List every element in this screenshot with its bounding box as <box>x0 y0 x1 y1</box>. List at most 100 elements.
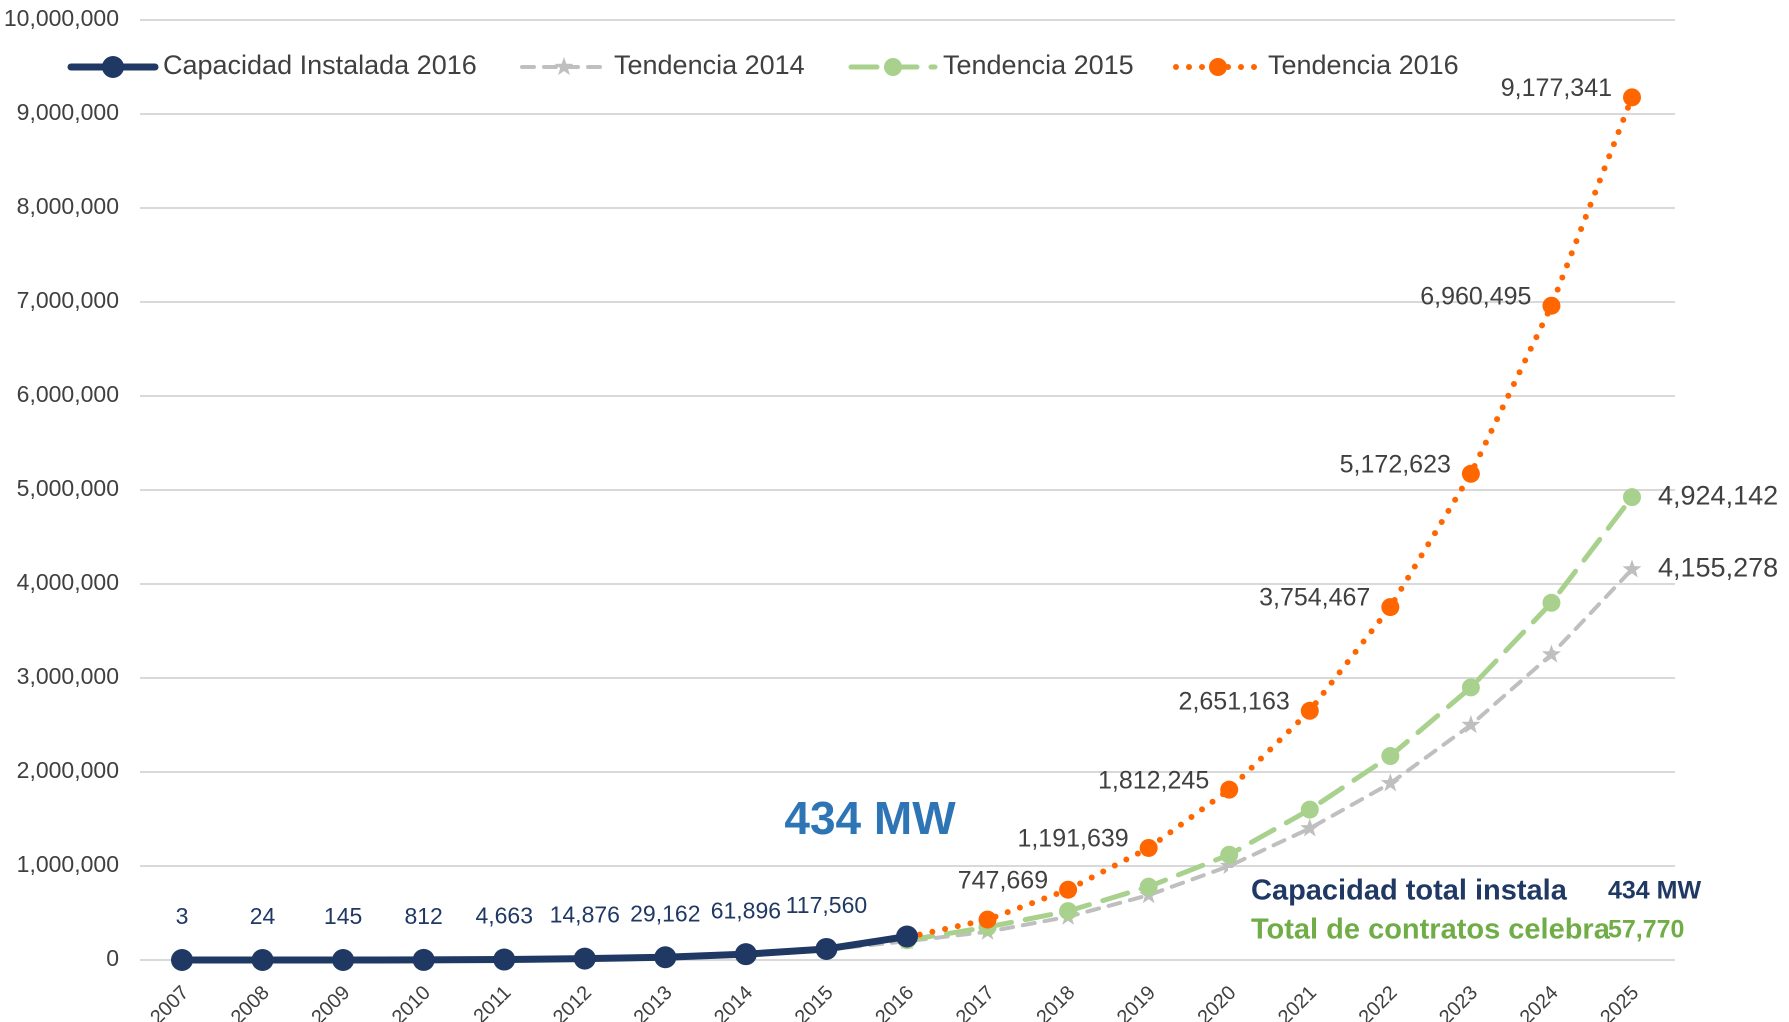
data-point <box>1381 598 1400 617</box>
data-point <box>1542 296 1561 315</box>
data-point <box>1623 88 1641 107</box>
x-tick-label: 2020 <box>1193 982 1240 1022</box>
data-point <box>1300 701 1319 720</box>
data-label: 2,651,163 <box>1179 687 1290 715</box>
x-tick-label: 2021 <box>1274 982 1321 1022</box>
legend-label: Tendencia 2015 <box>943 50 1134 80</box>
x-tick-label: 2011 <box>470 982 516 1022</box>
data-point <box>1059 902 1078 921</box>
y-tick-label: 10,000,000 <box>4 5 119 31</box>
x-tick-label: 2014 <box>710 982 757 1022</box>
legend-label: Tendencia 2016 <box>1268 50 1459 80</box>
x-tick-label: 2008 <box>227 982 274 1022</box>
legend-label: Capacidad Instalada 2016 <box>163 50 477 80</box>
x-tick-label: 2009 <box>307 982 354 1022</box>
data-point <box>412 948 435 971</box>
data-label: 747,669 <box>958 866 1048 894</box>
data-point <box>573 947 596 970</box>
data-point <box>1381 747 1400 766</box>
data-label: 9,177,341 <box>1501 74 1612 102</box>
data-point <box>1139 877 1158 896</box>
data-point <box>332 948 355 971</box>
data-label: 4,924,142 <box>1658 480 1778 510</box>
y-tick-label: 3,000,000 <box>17 663 119 689</box>
x-tick-label: 2019 <box>1113 982 1160 1022</box>
data-label: 5,172,623 <box>1340 450 1451 478</box>
x-tick-label: 2007 <box>146 982 193 1022</box>
data-point <box>1622 559 1642 578</box>
legend-marker <box>1209 58 1227 76</box>
data-label: 4,663 <box>475 903 533 929</box>
data-label: 117,560 <box>786 892 867 918</box>
data-point <box>1461 678 1480 697</box>
data-point <box>815 937 838 960</box>
annotation-box <box>1228 868 1789 958</box>
data-label: 1,812,245 <box>1098 766 1209 794</box>
legend-marker <box>554 57 574 76</box>
x-tick-label: 2023 <box>1435 982 1482 1022</box>
annotation-label: Capacidad total instala <box>1251 875 1568 907</box>
data-point <box>978 910 997 929</box>
data-point <box>1380 773 1400 792</box>
data-label: 812 <box>404 903 442 929</box>
data-label: 3 <box>176 903 189 929</box>
y-tick-label: 2,000,000 <box>17 757 119 783</box>
legend-label: Tendencia 2014 <box>614 50 805 80</box>
data-point <box>1461 464 1480 483</box>
series-line <box>904 94 1635 941</box>
x-tick-label: 2013 <box>630 982 677 1022</box>
y-tick-label: 8,000,000 <box>17 193 119 219</box>
data-point <box>1219 856 1239 875</box>
data-point <box>1300 800 1319 819</box>
data-label: 14,876 <box>550 902 620 928</box>
series-line <box>904 494 1635 943</box>
data-label: 3,754,467 <box>1259 584 1370 612</box>
data-point <box>493 948 516 971</box>
data-point <box>1139 838 1158 857</box>
data-point <box>1300 818 1320 837</box>
y-tick-label: 5,000,000 <box>17 475 119 501</box>
data-point <box>1541 644 1561 663</box>
data-label: 6,960,495 <box>1420 282 1531 310</box>
x-tick-label: 2010 <box>388 982 435 1022</box>
data-point <box>1059 880 1078 899</box>
series-line <box>824 567 1634 952</box>
y-tick-label: 1,000,000 <box>17 851 119 877</box>
x-tick-label: 2017 <box>952 982 999 1022</box>
data-point <box>1542 593 1561 612</box>
x-tick-label: 2012 <box>549 982 596 1022</box>
data-label: 145 <box>324 903 362 929</box>
data-label: 4,155,278 <box>1658 553 1778 583</box>
data-point <box>1220 845 1239 864</box>
y-tick-label: 6,000,000 <box>17 381 119 407</box>
x-tick-label: 2025 <box>1596 982 1643 1022</box>
y-tick-label: 0 <box>106 945 119 971</box>
x-tick-label: 2016 <box>871 982 918 1022</box>
x-tick-label: 2015 <box>791 982 838 1022</box>
annotation-value: 57,770 <box>1608 916 1684 944</box>
legend-marker <box>102 56 124 78</box>
data-point <box>734 943 757 966</box>
data-point <box>1461 715 1481 734</box>
x-tick-label: 2022 <box>1355 982 1402 1022</box>
annotation-value: 434 MW <box>1608 877 1701 905</box>
series-line <box>178 933 911 964</box>
y-tick-label: 7,000,000 <box>17 287 119 313</box>
data-point <box>654 946 677 969</box>
x-tick-label: 2024 <box>1516 982 1563 1022</box>
data-point <box>251 948 274 971</box>
y-tick-label: 9,000,000 <box>17 99 119 125</box>
data-label: 29,162 <box>630 900 700 926</box>
data-label: 24 <box>250 903 276 929</box>
data-point <box>896 925 918 948</box>
data-point <box>171 948 193 971</box>
y-tick-label: 4,000,000 <box>17 569 119 595</box>
annotation-label: Total de contratos celebra <box>1251 914 1611 946</box>
legend-marker <box>884 58 902 76</box>
data-label: 1,191,639 <box>1017 825 1128 853</box>
highlight-annotation: 434 MW <box>784 792 956 844</box>
data-label: 61,896 <box>711 897 781 923</box>
data-point <box>1623 488 1641 507</box>
x-tick-label: 2018 <box>1032 982 1079 1022</box>
